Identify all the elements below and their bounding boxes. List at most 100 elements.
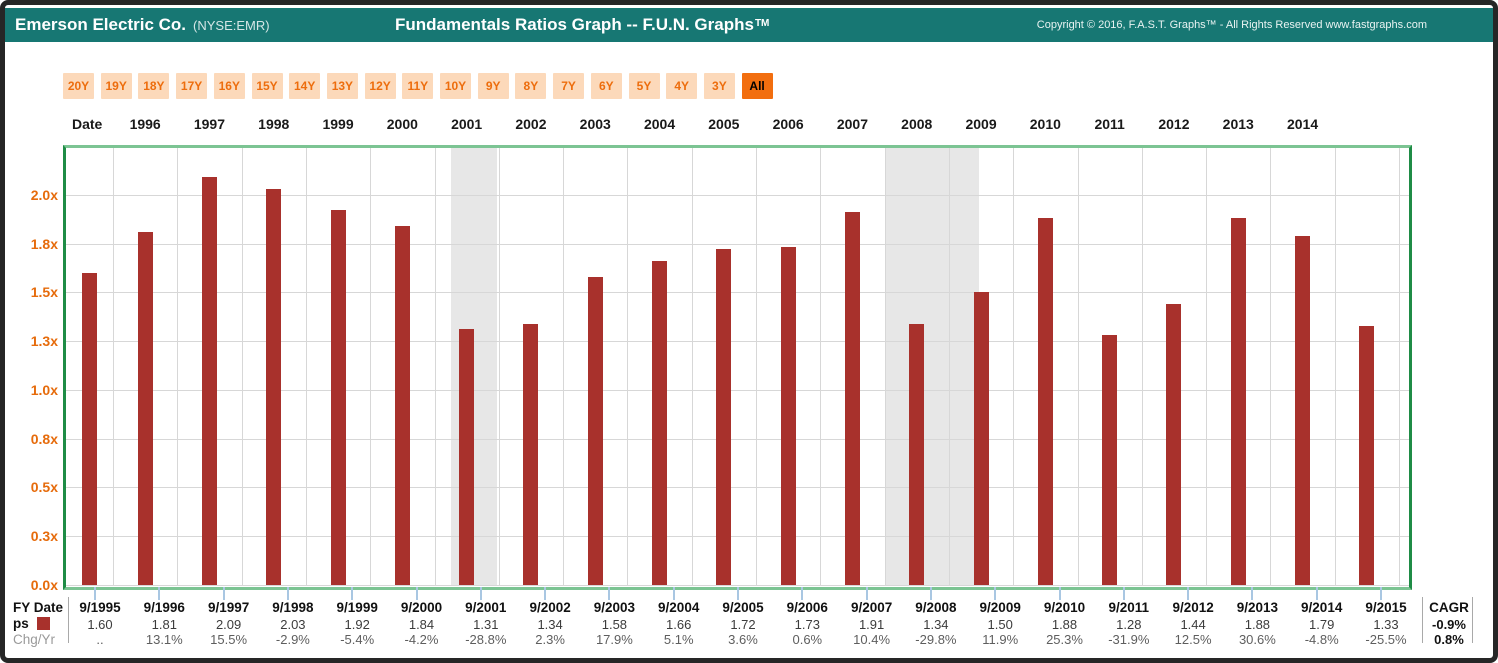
range-button-11y[interactable]: 11Y [402,73,434,99]
ps-value-cell-5: 1.84 [408,617,435,632]
bar-9-2001 [459,329,475,585]
bar-9-2002 [523,323,539,585]
chg-yr-cell-10: 3.6% [728,632,758,647]
chg-yr-cell-6: -28.8% [465,632,507,647]
fy-date-cell-1: 9/1996 [143,600,185,615]
year-label-2010: 2010 [1029,116,1061,132]
fy-date-cell-8: 9/2003 [593,600,636,615]
fy-date-cell-16: 9/2011 [1108,600,1150,615]
company-name: Emerson Electric Co. [15,15,187,34]
h-gridline-0.75 [66,438,1409,440]
ps-value-cell-14: 1.50 [987,617,1013,632]
bar-9-2012 [1166,304,1182,585]
year-label-2009: 2009 [965,116,997,132]
chg-yr-cell-9: 5.1% [663,632,694,647]
y-axis-label-0.3x: 0.3x [30,528,58,545]
bar-9-2000 [394,226,410,585]
range-button-10y[interactable]: 10Y [440,73,471,99]
v-gridline-2000 [370,148,372,585]
ps-value-cell-2: 2.09 [215,617,242,632]
y-axis-label-0.5x: 0.5x [30,479,58,496]
range-button-20y[interactable]: 20Y [63,73,94,99]
cagr-ps-value: -0.9% [1432,617,1466,632]
range-button-5y[interactable]: 5Y [628,73,660,99]
year-label-2005: 2005 [708,116,740,132]
range-button-9y[interactable]: 9Y [477,73,509,99]
column-tick-16 [1122,587,1125,600]
range-button-all[interactable]: All [741,73,773,99]
bar-9-2004 [652,261,668,585]
range-button-18y[interactable]: 18Y [138,73,170,99]
range-button-6y[interactable]: 6Y [590,73,622,99]
ps-row-label: ps [13,616,50,631]
chg-yr-cell-1: 13.1% [145,632,183,647]
bar-9-2007 [844,212,860,585]
range-button-17y[interactable]: 17Y [176,73,208,99]
v-gridline-2001 [434,148,436,585]
fy-date-cell-2: 9/1997 [207,600,250,615]
fy-date-cell-5: 9/2000 [400,600,443,615]
year-label-2001: 2001 [451,116,483,132]
v-gridline-1997 [177,148,179,585]
v-gridline-2004 [627,148,629,585]
v-gridline-1998 [241,148,243,585]
v-gridline-2010 [1013,148,1015,585]
column-tick-4 [351,587,354,600]
date-row-label: Date [72,116,103,132]
fy-date-cell-13: 9/2008 [915,600,957,615]
fy-date-cell-12: 9/2007 [850,600,893,615]
range-button-14y[interactable]: 14Y [289,73,321,99]
bar-9-2006 [780,247,796,585]
chart-plot-area [63,145,1412,590]
range-button-8y[interactable]: 8Y [515,73,547,99]
y-axis-label-0.0x: 0.0x [30,577,58,593]
range-button-19y[interactable]: 19Y [100,73,132,99]
trademark-sup: TM [754,17,770,29]
range-button-16y[interactable]: 16Y [213,73,245,99]
h-gridline-1.5 [66,292,1409,294]
fy-date-cell-18: 9/2013 [1236,600,1279,615]
year-label-2003: 2003 [579,116,611,132]
fy-date-cell-15: 9/2010 [1043,600,1086,615]
column-tick-13 [929,587,932,600]
column-tick-14 [994,587,997,600]
year-label-1998: 1998 [258,116,290,132]
year-label-1997: 1997 [193,116,226,132]
ps-value-cell-13: 1.34 [923,617,949,632]
fy-date-cell-9: 9/2004 [658,600,700,615]
column-tick-2 [222,587,225,600]
chg-yr-cell-8: 17.9% [595,632,633,647]
v-gridline-2005 [691,148,693,585]
chg-yr-cell-14: 11.9% [982,632,1019,647]
column-tick-10 [737,587,739,600]
fy-date-cell-14: 9/2009 [979,600,1021,615]
chg-yr-cell-11: 0.6% [792,632,823,647]
ps-value-cell-1: 1.81 [151,617,177,632]
column-tick-5 [415,587,418,600]
v-gridline-2013 [1206,148,1208,585]
range-button-7y[interactable]: 7Y [553,73,585,99]
fy-date-cell-6: 9/2001 [465,600,507,615]
fy-date-cell-20: 9/2015 [1365,600,1407,615]
ticker-symbol: (NYSE:EMR) [193,17,270,33]
v-gridline-2006 [756,148,757,585]
bar-9-1996 [137,231,153,585]
range-button-4y[interactable]: 4Y [666,73,698,99]
chg-yr-cell-3: -2.9% [275,632,310,647]
ps-value-cell-12: 1.91 [858,617,885,632]
recession-band-1 [884,148,980,585]
column-tick-3 [286,587,289,600]
ps-value-cell-20: 1.33 [1373,617,1399,632]
bar-9-2008 [909,323,925,585]
v-gridline-2015 [1334,148,1336,585]
column-tick-12 [865,587,868,600]
ps-value-cell-11: 1.73 [794,617,820,632]
chg-yr-cell-16: -31.9% [1108,632,1150,647]
range-button-3y[interactable]: 3Y [703,73,735,99]
range-button-12y[interactable]: 12Y [364,73,396,99]
bar-9-2009 [973,292,989,585]
plot-canvas [66,148,1409,586]
range-button-15y[interactable]: 15Y [251,73,283,99]
ps-value-cell-3: 2.03 [280,617,306,632]
range-button-13y[interactable]: 13Y [326,73,358,99]
